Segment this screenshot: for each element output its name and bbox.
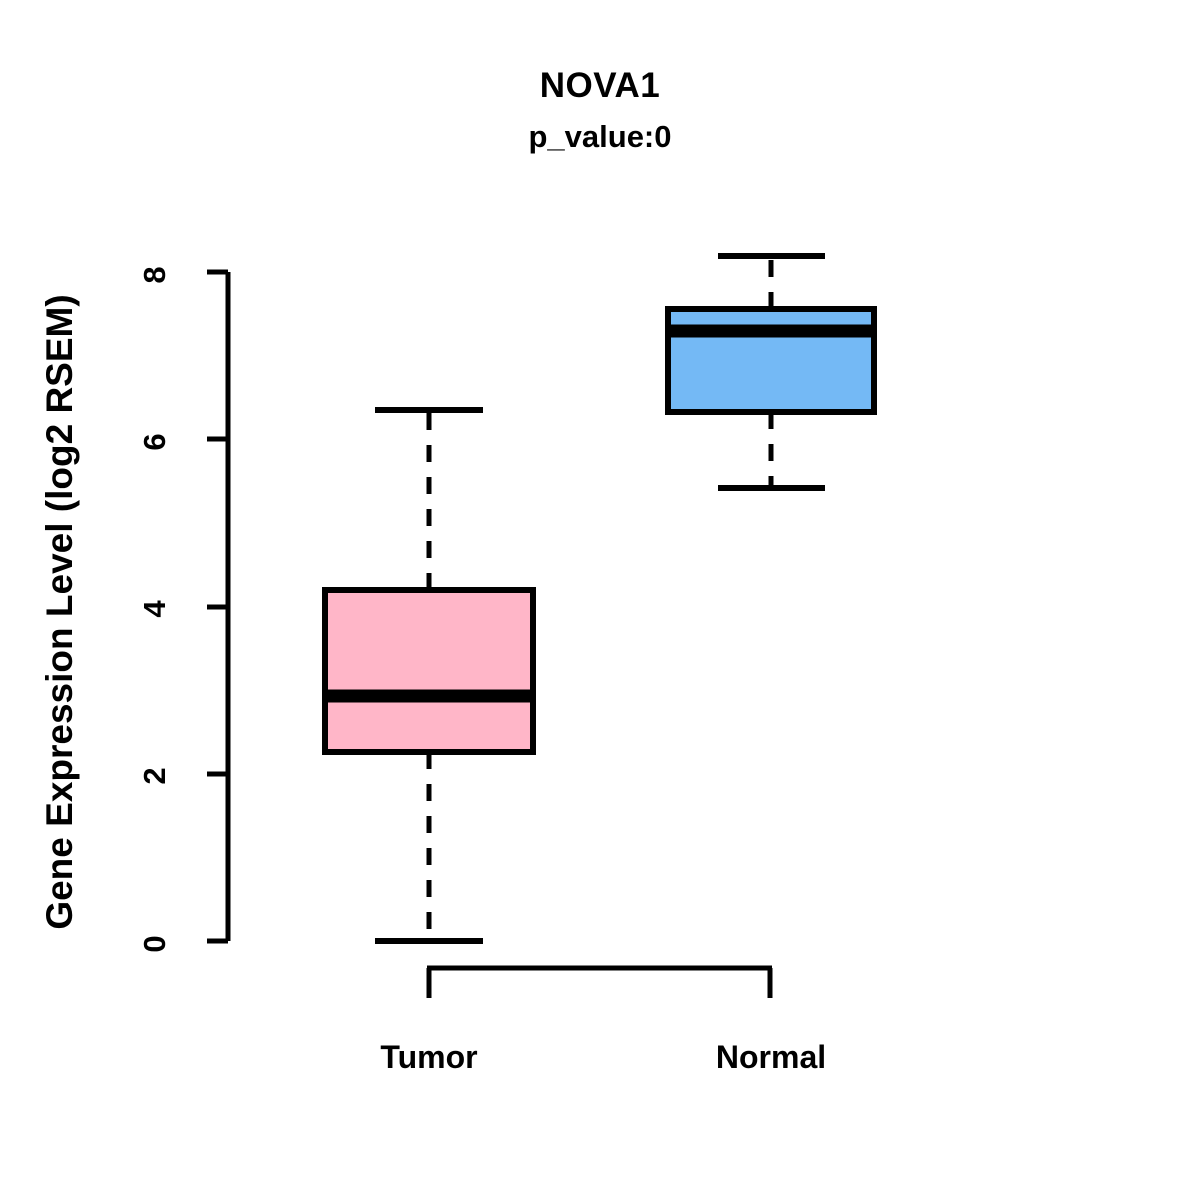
tumor-box-rect xyxy=(322,587,536,755)
page-title: NOVA1 xyxy=(539,66,661,105)
normal-box-rect xyxy=(665,306,877,415)
box-tumor xyxy=(322,407,536,944)
box-normal xyxy=(665,253,877,491)
x-category-label-normal: Normal xyxy=(715,1039,827,1075)
plot-subtitle: p_value:0 xyxy=(528,119,672,154)
x-category-label-tumor: Tumor xyxy=(380,1039,478,1075)
y-axis xyxy=(207,269,231,944)
x-axis xyxy=(426,965,773,998)
